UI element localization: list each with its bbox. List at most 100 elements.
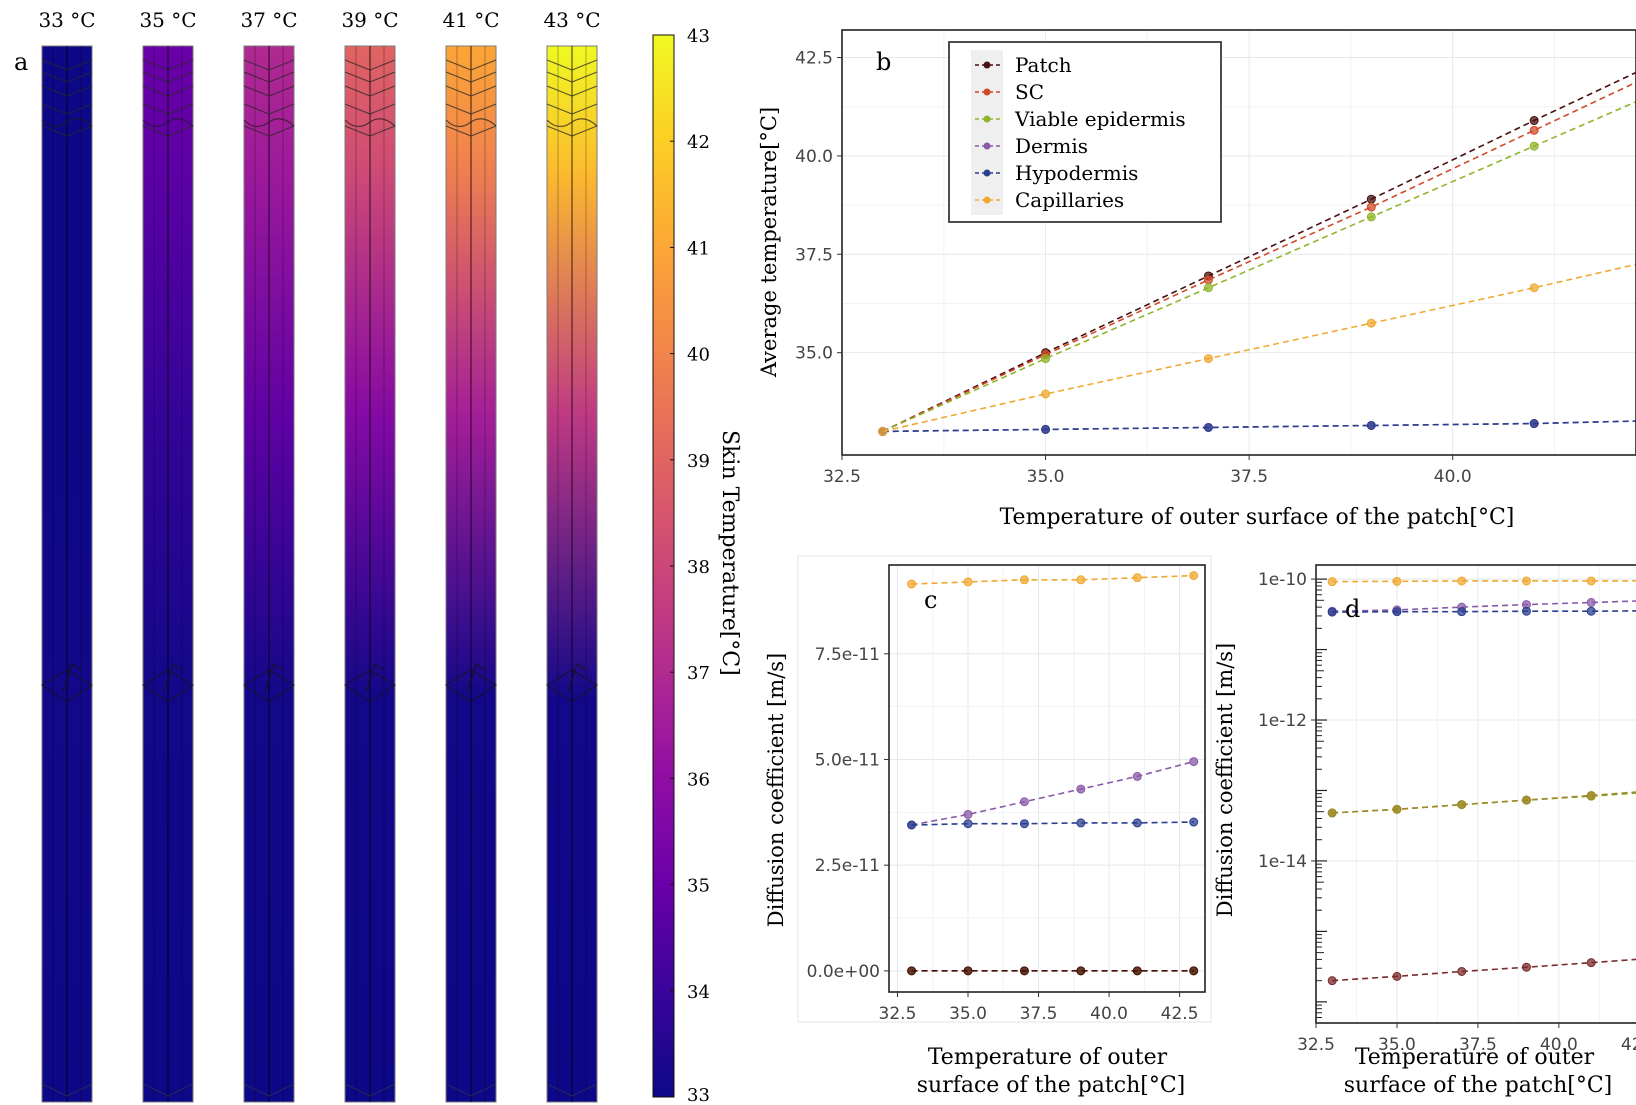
series-line: [882, 71, 1636, 433]
colorbar: 43 42 41 40 39 38 37 36 35 34 33 Skin Temperature[…: [652, 26, 742, 1105]
y-tick-label: 5.0e-11: [815, 750, 880, 770]
series-line: [1332, 580, 1636, 583]
data-point: [878, 426, 888, 436]
data-point: [1041, 424, 1051, 434]
column-layer-edge: [142, 85, 194, 97]
data-point: [1189, 757, 1199, 767]
data-point: [1521, 962, 1531, 972]
colorbar-tick-label: 39: [687, 451, 710, 472]
column-layer-edge: [546, 125, 598, 137]
column-wavy-edge: [344, 118, 396, 128]
plot-d-xlabel-line1: Temperature of outer: [1355, 1045, 1595, 1070]
series: [907, 571, 1199, 589]
data-point: [1041, 354, 1051, 364]
y-tick-label: 37.5: [795, 245, 833, 265]
y-tick-label: 42.5: [795, 49, 833, 69]
data-point: [1203, 422, 1213, 432]
plot-c-xlabel-line1: Temperature of outer: [928, 1045, 1168, 1070]
data-point: [1392, 576, 1402, 586]
legend-label: SC: [1015, 80, 1044, 104]
data-point: [963, 577, 973, 587]
data-point: [1366, 212, 1376, 222]
plot-d-grid: [1315, 565, 1636, 1023]
x-tick-label: 40.0: [1434, 467, 1472, 487]
x-tick-label: 35.0: [1027, 467, 1065, 487]
x-tick-label: 35.0: [1378, 1035, 1416, 1055]
series-line: [911, 821, 1194, 826]
series: [1327, 576, 1636, 587]
data-point: [1521, 795, 1531, 805]
data-point: [1529, 419, 1539, 429]
skin-column: [343, 45, 397, 1103]
column-bottom-edge: [546, 1083, 598, 1097]
x-tick-label: 35.0: [949, 1004, 987, 1024]
x-tick-label: 37.5: [1459, 1035, 1497, 1055]
y-tick-label: 0.0e+00: [807, 962, 880, 982]
legend-items: Patch SC Viable epidermis Dermis Hypodermis C…: [975, 53, 1186, 212]
column-wavy-edge: [445, 118, 497, 128]
colorbar-tick-label: 41: [687, 238, 710, 259]
data-point: [1586, 576, 1596, 586]
x-tick-label: 32.5: [1297, 1035, 1335, 1055]
data-point: [1203, 354, 1213, 364]
plot-d-ticks: 32.5 35.0 37.5 40.0 42.5 1e-10 1e-12 1e-14: [1258, 570, 1636, 1055]
legend-swatch-dot: [983, 61, 991, 69]
skin-column: [545, 45, 599, 1103]
data-point: [1457, 800, 1467, 810]
data-point: [1457, 966, 1467, 976]
data-point: [1586, 958, 1596, 968]
x-tick-label: 37.5: [1230, 467, 1268, 487]
y-tick-label: 40.0: [795, 147, 833, 167]
column-joint: [242, 669, 296, 703]
column-joint: [444, 669, 498, 703]
colorbar-tick-label: 40: [687, 345, 710, 366]
column-joint: [343, 669, 397, 703]
x-tick-label: 37.5: [1020, 1004, 1058, 1024]
column-layer-edge: [344, 71, 396, 83]
data-point: [1189, 966, 1199, 976]
data-point: [907, 579, 917, 589]
column-layer-edge: [344, 59, 396, 71]
data-point: [1327, 577, 1337, 587]
x-tick-label: 42.5: [1161, 1004, 1199, 1024]
data-point: [1586, 790, 1596, 800]
data-point: [1529, 125, 1539, 135]
series-line: [1332, 600, 1636, 613]
data-point: [1189, 817, 1199, 827]
data-point: [1203, 275, 1213, 285]
series: [1327, 958, 1636, 986]
colorbar-tick-label: 43: [687, 26, 710, 47]
panel-a-label: a: [14, 48, 28, 76]
colorbar-tick-label: 38: [687, 557, 710, 578]
data-point: [963, 809, 973, 819]
column-layer-edge: [41, 59, 93, 71]
column-layer-edge: [445, 71, 497, 83]
column-layer-edge: [243, 103, 295, 115]
x-tick-label: 32.5: [823, 467, 861, 487]
column-layer-edge: [142, 103, 194, 115]
data-point: [1529, 116, 1539, 126]
legend-swatch-dot: [983, 115, 991, 123]
data-point: [1327, 808, 1337, 818]
plot-b-ylabel: Average temperature[°C]: [757, 107, 781, 378]
legend-swatch-dot: [983, 196, 991, 204]
data-point: [1132, 966, 1142, 976]
data-point: [1203, 283, 1213, 293]
plot-c-xlabel: Temperature of outer surface of the patc…: [917, 1045, 1186, 1098]
series-line: [1332, 610, 1636, 613]
legend-swatch-dot: [983, 88, 991, 96]
column-wavy-edge: [41, 118, 93, 128]
panel-d: 32.5 35.0 37.5 40.0 42.5 1e-10 1e-12 1e-14 d Te…: [1213, 564, 1636, 1098]
data-point: [1366, 194, 1376, 204]
column-bottom-edge: [445, 1083, 497, 1097]
column-joint: [545, 669, 599, 703]
y-tick-label: 7.5e-11: [815, 645, 880, 665]
series: [907, 757, 1199, 830]
legend-label: Patch: [1015, 53, 1072, 77]
data-point: [1586, 606, 1596, 616]
column-layer-edge: [243, 85, 295, 97]
column-capillary: [62, 662, 82, 693]
column-layer-edge: [243, 125, 295, 137]
column-capillary: [466, 662, 486, 693]
legend-key-bg: [971, 50, 1003, 215]
